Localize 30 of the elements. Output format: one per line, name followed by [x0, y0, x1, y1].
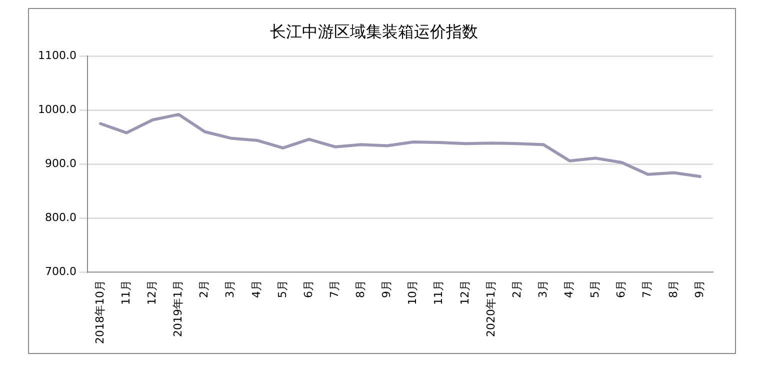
x-tick-label: 4月: [562, 280, 576, 298]
y-tick-label: 900.0: [44, 156, 76, 170]
x-tick-label: 2019年1月: [172, 280, 185, 338]
x-tick-label: 8月: [354, 280, 368, 298]
x-tick-label: 6月: [614, 280, 628, 298]
x-tick-label: 11月: [119, 280, 132, 306]
x-tick-label: 6月: [302, 280, 315, 298]
x-tick-label: 12月: [458, 280, 472, 306]
x-tick-label: 11月: [432, 280, 446, 306]
y-tick-label: 700.0: [44, 264, 76, 278]
x-tick-label: 2月: [510, 280, 524, 298]
x-tick-label: 5月: [276, 280, 289, 298]
y-tick-label: 800.0: [44, 210, 76, 224]
x-tick-label: 3月: [224, 280, 237, 298]
x-tick-label: 2020年1月: [484, 280, 498, 338]
x-tick-label: 2月: [198, 280, 211, 298]
x-tick-label: 2018年10月: [93, 280, 106, 344]
x-tick-label: 7月: [640, 280, 654, 298]
x-tick-label: 3月: [536, 280, 550, 298]
y-tick-label: 1100.0: [38, 49, 76, 62]
x-tick-label: 9月: [380, 280, 394, 298]
x-tick-label: 4月: [250, 280, 263, 298]
x-tick-label: 9月: [692, 280, 706, 298]
chart-title: 长江中游区域集装箱运价指数: [270, 22, 478, 41]
x-tick-label: 5月: [588, 280, 602, 298]
x-tick-label: 8月: [666, 280, 680, 298]
x-tick-label: 10月: [406, 280, 420, 306]
x-tick-label: 7月: [328, 280, 341, 298]
x-tick-label: 12月: [146, 280, 159, 306]
y-tick-label: 1000.0: [38, 103, 76, 116]
